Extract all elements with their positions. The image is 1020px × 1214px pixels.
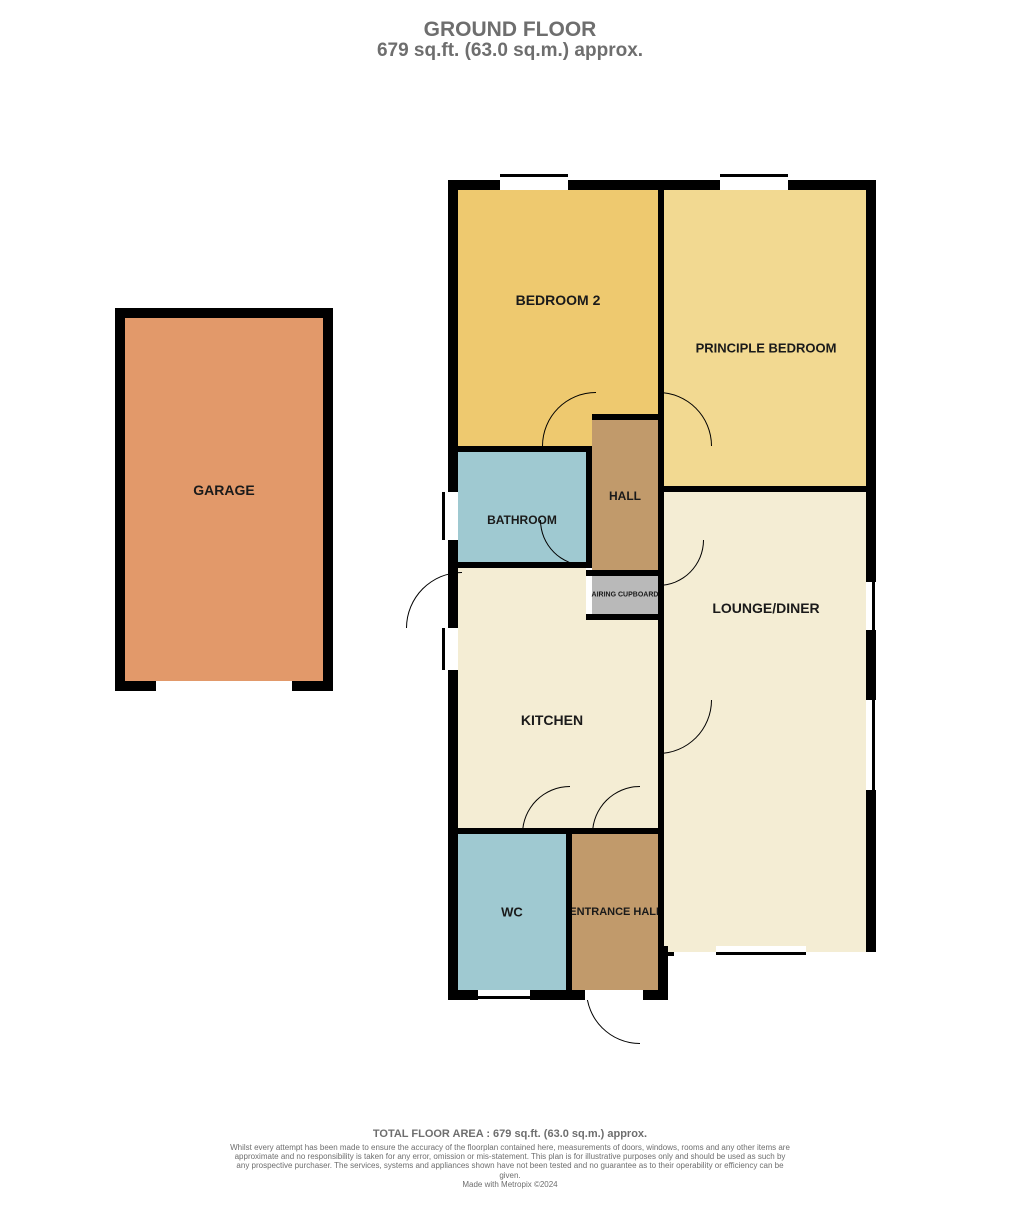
label-principle: PRINCIPLE BEDROOM bbox=[696, 341, 837, 356]
garage-fill bbox=[125, 318, 323, 681]
footer-madewith: Made with Metropix ©2024 bbox=[230, 1180, 790, 1189]
inner-wall-5 bbox=[586, 446, 592, 568]
house-notch-cover2 bbox=[674, 952, 876, 1000]
garage-wall-top bbox=[115, 308, 333, 318]
label-bedroom2: BEDROOM 2 bbox=[516, 292, 601, 308]
label-airing: AIRING CUPBOARD bbox=[592, 592, 659, 599]
label-hall: HALL bbox=[609, 489, 641, 503]
inner-wall-2 bbox=[458, 446, 592, 452]
plan-canvas: GARAGEBEDROOM 2PRINCIPLE BEDROOMBATHROOM… bbox=[0, 0, 1020, 1214]
label-entrance: ENTRANCE HALL bbox=[569, 906, 663, 918]
garage-wall-bl bbox=[115, 681, 156, 691]
pillar-entrance-lounge bbox=[658, 946, 668, 1000]
footer: TOTAL FLOOR AREA : 679 sq.ft. (63.0 sq.m… bbox=[0, 1128, 1020, 1189]
garage-wall-right bbox=[323, 308, 333, 691]
inner-wall-10 bbox=[592, 414, 658, 420]
inner-wall-9 bbox=[566, 834, 572, 990]
label-lounge: LOUNGE/DINER bbox=[712, 600, 819, 616]
garage-label: GARAGE bbox=[193, 482, 254, 498]
footer-disclaimer: Whilst every attempt has been made to en… bbox=[230, 1143, 790, 1180]
floorplan-page: GROUND FLOOR 679 sq.ft. (63.0 sq.m.) app… bbox=[0, 0, 1020, 1214]
inner-wall-3 bbox=[658, 486, 866, 492]
inner-wall-6 bbox=[586, 570, 658, 576]
inner-wall-7 bbox=[586, 614, 658, 620]
footer-area: TOTAL FLOOR AREA : 679 sq.ft. (63.0 sq.m… bbox=[0, 1128, 1020, 1140]
garage-wall-br bbox=[292, 681, 333, 691]
garage-wall-left bbox=[115, 308, 125, 691]
label-kitchen: KITCHEN bbox=[521, 712, 583, 728]
label-wc: WC bbox=[501, 905, 523, 920]
